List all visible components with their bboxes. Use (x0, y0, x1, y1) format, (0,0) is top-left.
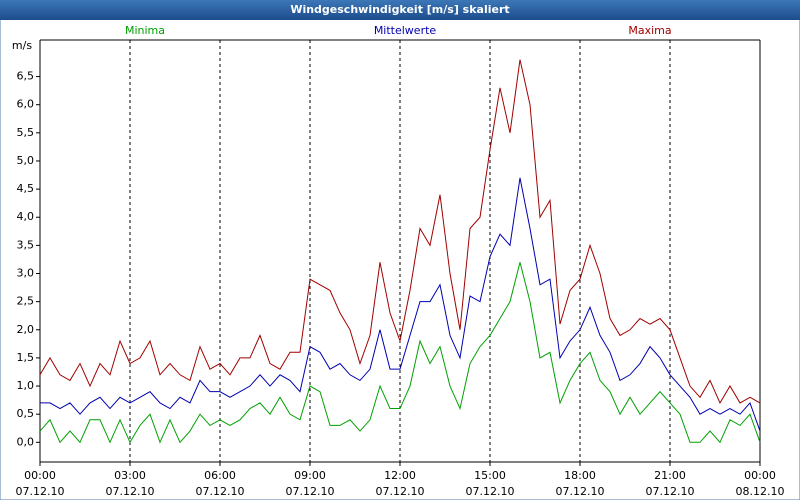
legend-entry: Minima (125, 24, 165, 37)
y-tick-label: 3,0 (17, 267, 35, 280)
series-line (39, 59, 761, 405)
x-tick-label: 06:00 (204, 469, 236, 482)
x-tick-label: 12:00 (384, 469, 416, 482)
chart-title: Windgeschwindigkeit [m/s] skaliert (290, 3, 509, 16)
legend-entry: Maxima (628, 24, 671, 37)
x-tick-label: 21:00 (654, 469, 686, 482)
x-tick-date: 07.12.10 (286, 485, 335, 498)
y-tick-label: 4,0 (17, 210, 35, 223)
y-tick-label: 5,5 (17, 126, 35, 139)
y-tick-label: 1,5 (17, 351, 35, 364)
series-line (39, 262, 761, 444)
x-tick-label: 09:00 (294, 469, 326, 482)
x-tick-date: 07.12.10 (376, 485, 425, 498)
x-tick-label: 00:00 (744, 469, 776, 482)
x-tick-label: 18:00 (564, 469, 596, 482)
y-tick-label: 0,0 (17, 435, 35, 448)
x-tick-label: 03:00 (114, 469, 146, 482)
x-tick-date: 07.12.10 (646, 485, 695, 498)
x-tick-date: 07.12.10 (16, 485, 65, 498)
series-line (40, 177, 761, 432)
x-tick-label: 00:00 (24, 469, 56, 482)
x-tick-date: 07.12.10 (556, 485, 605, 498)
x-tick-date: 07.12.10 (466, 485, 515, 498)
x-tick-date: 08.12.10 (736, 485, 785, 498)
y-tick-label: 2,5 (17, 295, 35, 308)
y-tick-label: 5,0 (17, 154, 35, 167)
x-tick-label: 15:00 (474, 469, 506, 482)
x-tick-date: 07.12.10 (106, 485, 155, 498)
legend-entry: Mittelwerte (374, 24, 437, 37)
y-tick-label: 3,5 (17, 238, 35, 251)
x-tick-date: 07.12.10 (196, 485, 245, 498)
title-bar (0, 0, 800, 20)
y-tick-label: 1,0 (17, 379, 35, 392)
y-axis-label: m/s (12, 39, 32, 52)
y-tick-label: 6,5 (17, 70, 35, 83)
y-tick-label: 4,5 (17, 182, 35, 195)
y-tick-label: 2,0 (17, 323, 35, 336)
y-tick-label: 0,5 (17, 407, 35, 420)
y-tick-label: 6,0 (17, 98, 35, 111)
